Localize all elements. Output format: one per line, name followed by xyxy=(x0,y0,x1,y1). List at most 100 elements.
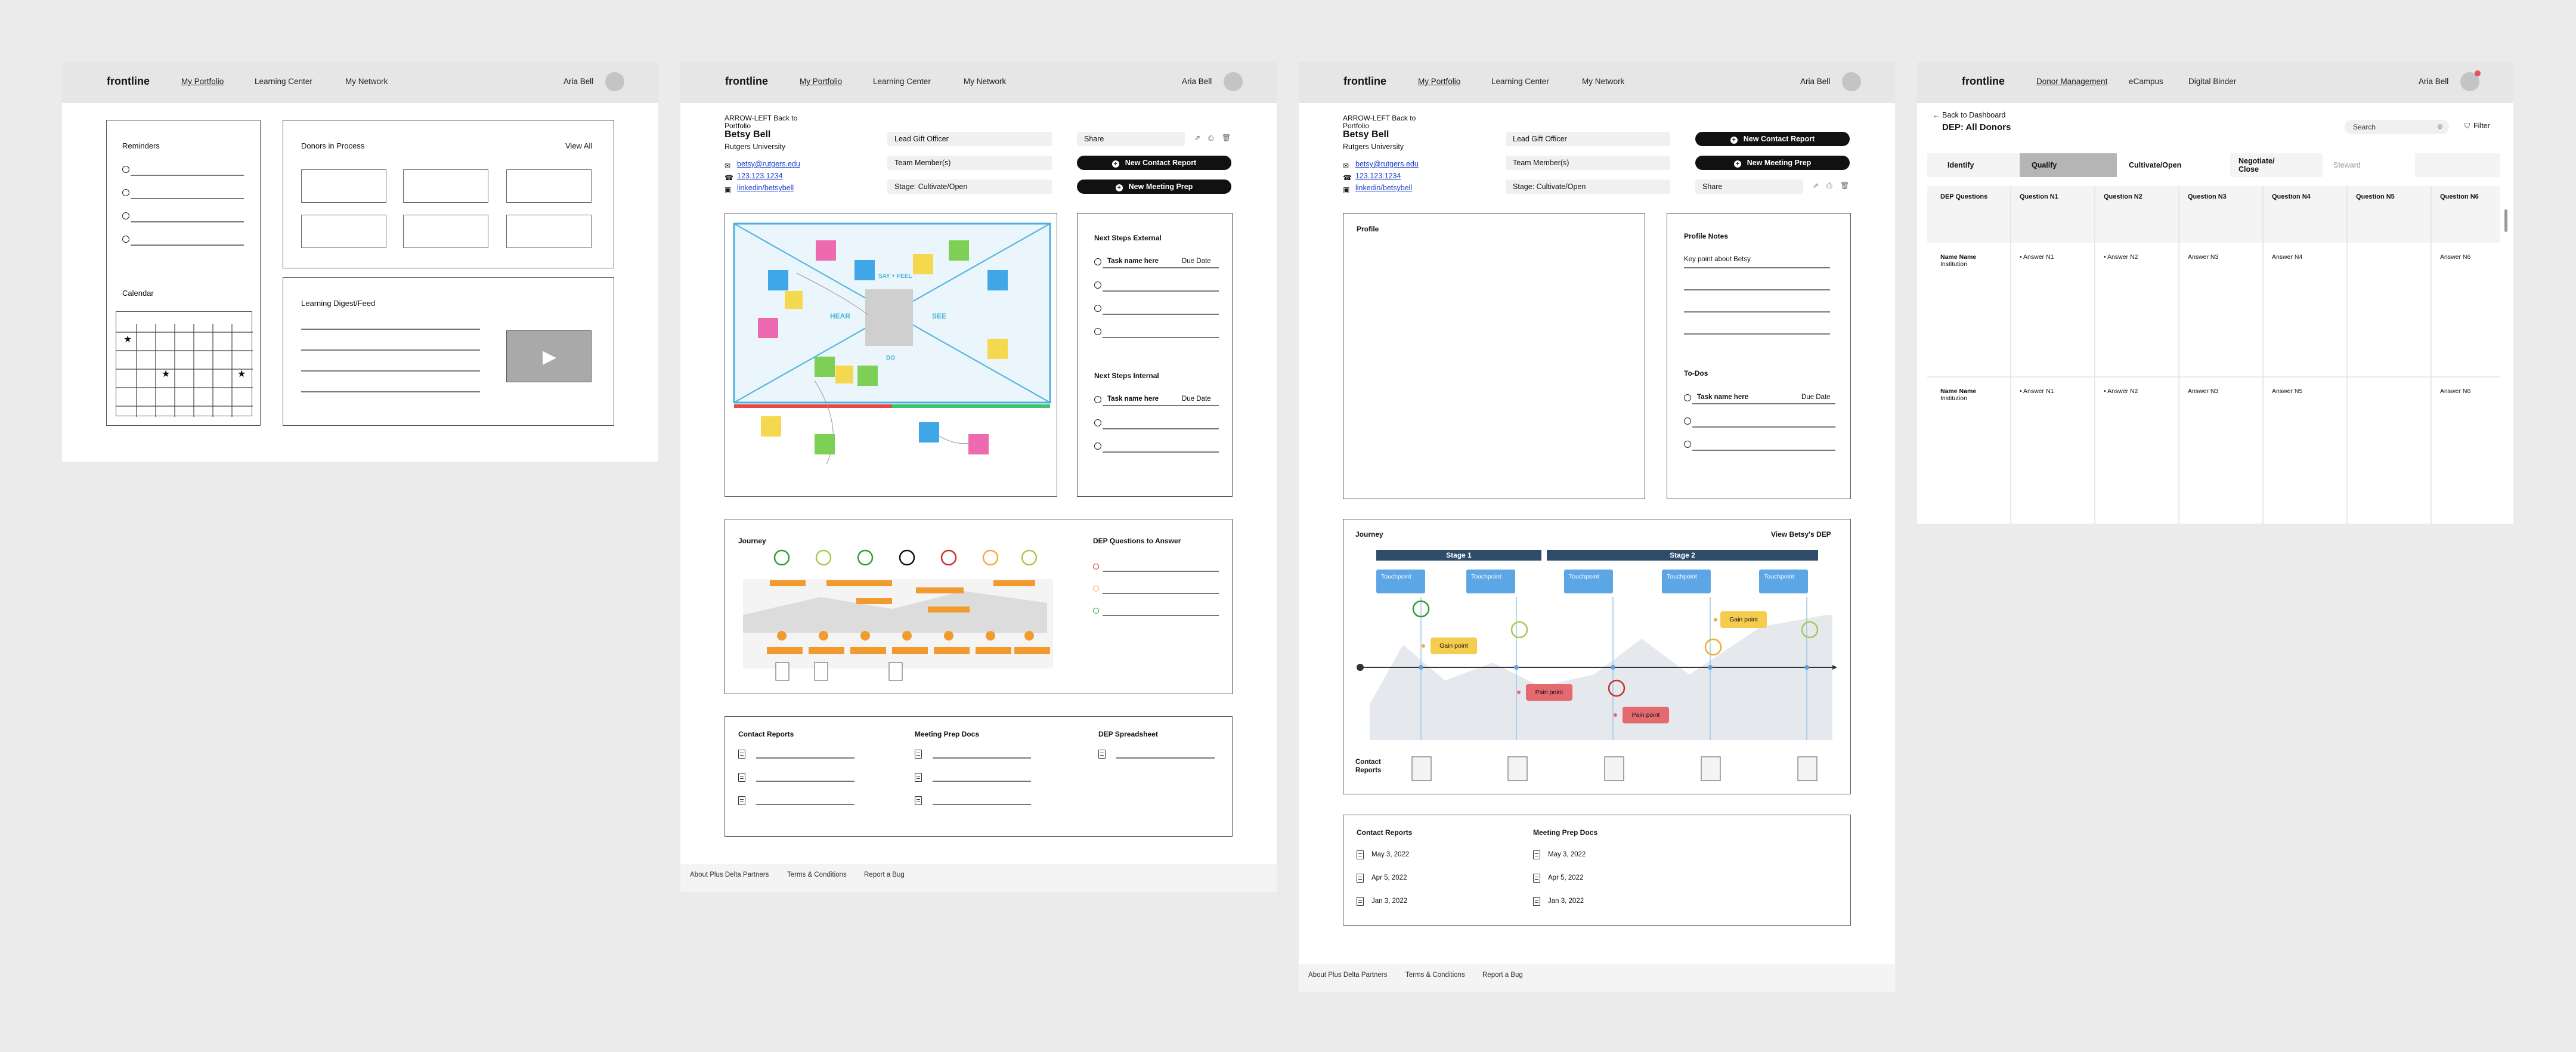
document-icon[interactable] xyxy=(915,796,922,805)
filter-button[interactable]: Filter xyxy=(2473,122,2490,130)
journey-map-image[interactable] xyxy=(737,549,1071,692)
new-meeting-prep-button[interactable]: + New Meeting Prep xyxy=(1695,156,1850,170)
document-icon[interactable] xyxy=(915,750,922,759)
tab-qualify[interactable]: Qualify xyxy=(2020,153,2117,177)
touchpoint-card[interactable]: Touchpoint xyxy=(1564,570,1613,593)
app-logo[interactable]: frontline xyxy=(725,75,768,87)
footer-terms-link[interactable]: Terms & Conditions xyxy=(1405,971,1465,979)
sticky-note[interactable] xyxy=(968,434,989,454)
task-checkbox[interactable] xyxy=(1094,328,1101,335)
calendar-event-star-icon[interactable]: ★ xyxy=(162,369,171,379)
table-row[interactable]: Name Name Institution • Answer N1 • Answ… xyxy=(1927,377,2500,524)
sticky-note[interactable] xyxy=(815,434,835,454)
back-arrow-icon[interactable]: ← xyxy=(1933,111,1940,119)
print-icon[interactable]: ⎙ xyxy=(1208,134,1214,142)
nav-ecampus[interactable]: eCampus xyxy=(2129,77,2163,86)
avatar[interactable] xyxy=(1842,72,1861,91)
answer-cell[interactable]: • Answer N2 xyxy=(2104,388,2138,395)
touchpoint-card[interactable]: Touchpoint xyxy=(1662,570,1711,593)
document-icon[interactable] xyxy=(738,773,745,782)
nav-my-portfolio[interactable]: My Portfolio xyxy=(800,77,843,86)
todo-checkbox[interactable] xyxy=(1684,417,1691,425)
linkedin-link[interactable]: linkedin/betsybell xyxy=(737,184,794,192)
sticky-note[interactable] xyxy=(987,339,1008,359)
play-icon[interactable]: ▶ xyxy=(543,347,557,367)
share-field[interactable]: Share xyxy=(1695,180,1803,194)
phone-link[interactable]: 123.123.1234 xyxy=(737,172,783,180)
nav-my-network[interactable]: My Network xyxy=(964,77,1007,86)
phone-link[interactable]: 123.123.1234 xyxy=(1355,172,1401,180)
app-logo[interactable]: frontline xyxy=(107,75,150,87)
touchpoint-card[interactable]: Touchpoint xyxy=(1376,570,1425,593)
donor-card[interactable] xyxy=(301,215,386,248)
linkedin-link[interactable]: linkedin/betsybell xyxy=(1355,184,1413,192)
back-to-portfolio-link[interactable]: ARROW-LEFT Back to Portfolio xyxy=(724,114,798,130)
gain-point-card[interactable]: Gain point xyxy=(1720,611,1767,628)
vertical-scrollbar[interactable] xyxy=(2504,209,2507,232)
tab-steward[interactable]: Steward xyxy=(2323,153,2415,177)
donor-card[interactable] xyxy=(403,215,488,248)
answer-cell[interactable]: • Answer N1 xyxy=(2020,253,2054,261)
task-checkbox[interactable] xyxy=(1094,258,1101,265)
answer-cell[interactable]: Answer N4 xyxy=(2272,253,2303,261)
document-icon[interactable] xyxy=(1357,874,1364,883)
footer-terms-link[interactable]: Terms & Conditions xyxy=(787,871,847,878)
new-meeting-prep-button[interactable]: + New Meeting Prep xyxy=(1077,180,1231,194)
table-row[interactable]: Name Name Institution • Answer N1 • Answ… xyxy=(1927,243,2500,377)
todo-checkbox[interactable] xyxy=(1684,394,1691,401)
lead-gift-officer-field[interactable]: Lead Gift Officer xyxy=(887,132,1052,146)
touchpoint-card[interactable]: Touchpoint xyxy=(1759,570,1808,593)
email-link[interactable]: betsy@rutgers.edu xyxy=(737,160,800,168)
spreadsheet-icon[interactable] xyxy=(1098,750,1106,759)
nav-my-portfolio[interactable]: My Portfolio xyxy=(1418,77,1461,86)
todo-checkbox[interactable] xyxy=(1684,441,1691,448)
reminder-checkbox[interactable] xyxy=(122,212,129,219)
pain-point-card[interactable]: Pain point xyxy=(1526,684,1572,701)
team-members-field[interactable]: Team Member(s) xyxy=(1506,156,1670,170)
footer-about-link[interactable]: About Plus Delta Partners xyxy=(1308,971,1388,979)
donor-name-cell[interactable]: Name Name xyxy=(1940,388,1977,395)
nav-learning-center[interactable]: Learning Center xyxy=(1491,77,1549,86)
calendar-grid[interactable]: ★ ★ ★ xyxy=(116,311,253,417)
donor-card[interactable] xyxy=(506,169,592,203)
document-icon[interactable] xyxy=(1533,897,1540,906)
sticky-note[interactable] xyxy=(761,416,781,437)
meeting-prep-date[interactable]: Apr 5, 2022 xyxy=(1548,874,1584,881)
sticky-note[interactable] xyxy=(949,240,969,261)
contact-report-date[interactable]: May 3, 2022 xyxy=(1371,851,1410,858)
answer-cell[interactable]: • Answer N1 xyxy=(2020,388,2054,395)
empathy-map-board[interactable]: HEAR SEE SAY + FEEL DO xyxy=(724,213,1057,497)
delete-icon[interactable]: 🗑 xyxy=(1840,181,1850,190)
answer-cell[interactable]: Answer N5 xyxy=(2272,388,2303,395)
nav-donor-management[interactable]: Donor Management xyxy=(2036,77,2108,86)
sticky-note[interactable] xyxy=(913,254,933,274)
clear-icon[interactable]: ⊗ xyxy=(2436,122,2443,131)
sticky-note[interactable] xyxy=(854,260,875,280)
document-icon[interactable] xyxy=(1533,874,1540,883)
view-all-link[interactable]: View All xyxy=(565,141,593,150)
nav-my-network[interactable]: My Network xyxy=(1582,77,1625,86)
sticky-note[interactable] xyxy=(768,270,788,290)
pain-point-card[interactable]: Pain point xyxy=(1623,707,1669,723)
document-icon[interactable] xyxy=(1357,850,1364,859)
document-icon[interactable] xyxy=(1357,897,1364,906)
reminder-checkbox[interactable] xyxy=(122,189,129,196)
tab-cultivate[interactable]: Cultivate/Open xyxy=(2117,153,2230,177)
avatar[interactable] xyxy=(1224,72,1243,91)
document-icon[interactable] xyxy=(1533,850,1540,859)
sticky-note[interactable] xyxy=(815,357,835,377)
donor-name-cell[interactable]: Name Name xyxy=(1940,253,1977,261)
meeting-prep-date[interactable]: Jan 3, 2022 xyxy=(1548,898,1584,905)
stage-field[interactable]: Stage: Cultivate/Open xyxy=(887,180,1052,194)
share-field[interactable]: Share xyxy=(1077,132,1185,146)
sticky-note[interactable] xyxy=(758,318,778,338)
app-logo[interactable]: frontline xyxy=(1343,75,1386,87)
filter-icon[interactable]: ⛉ xyxy=(2464,122,2470,130)
donor-card[interactable] xyxy=(506,215,592,248)
footer-bug-link[interactable]: Report a Bug xyxy=(1482,971,1523,979)
sticky-note[interactable] xyxy=(785,291,803,309)
back-to-dashboard-link[interactable]: Back to Dashboard xyxy=(1942,111,2006,119)
question-checkbox[interactable] xyxy=(1093,608,1099,614)
stage-1-bar[interactable]: Stage 1 xyxy=(1376,550,1541,561)
new-contact-report-button[interactable]: + New Contact Report xyxy=(1695,132,1850,146)
